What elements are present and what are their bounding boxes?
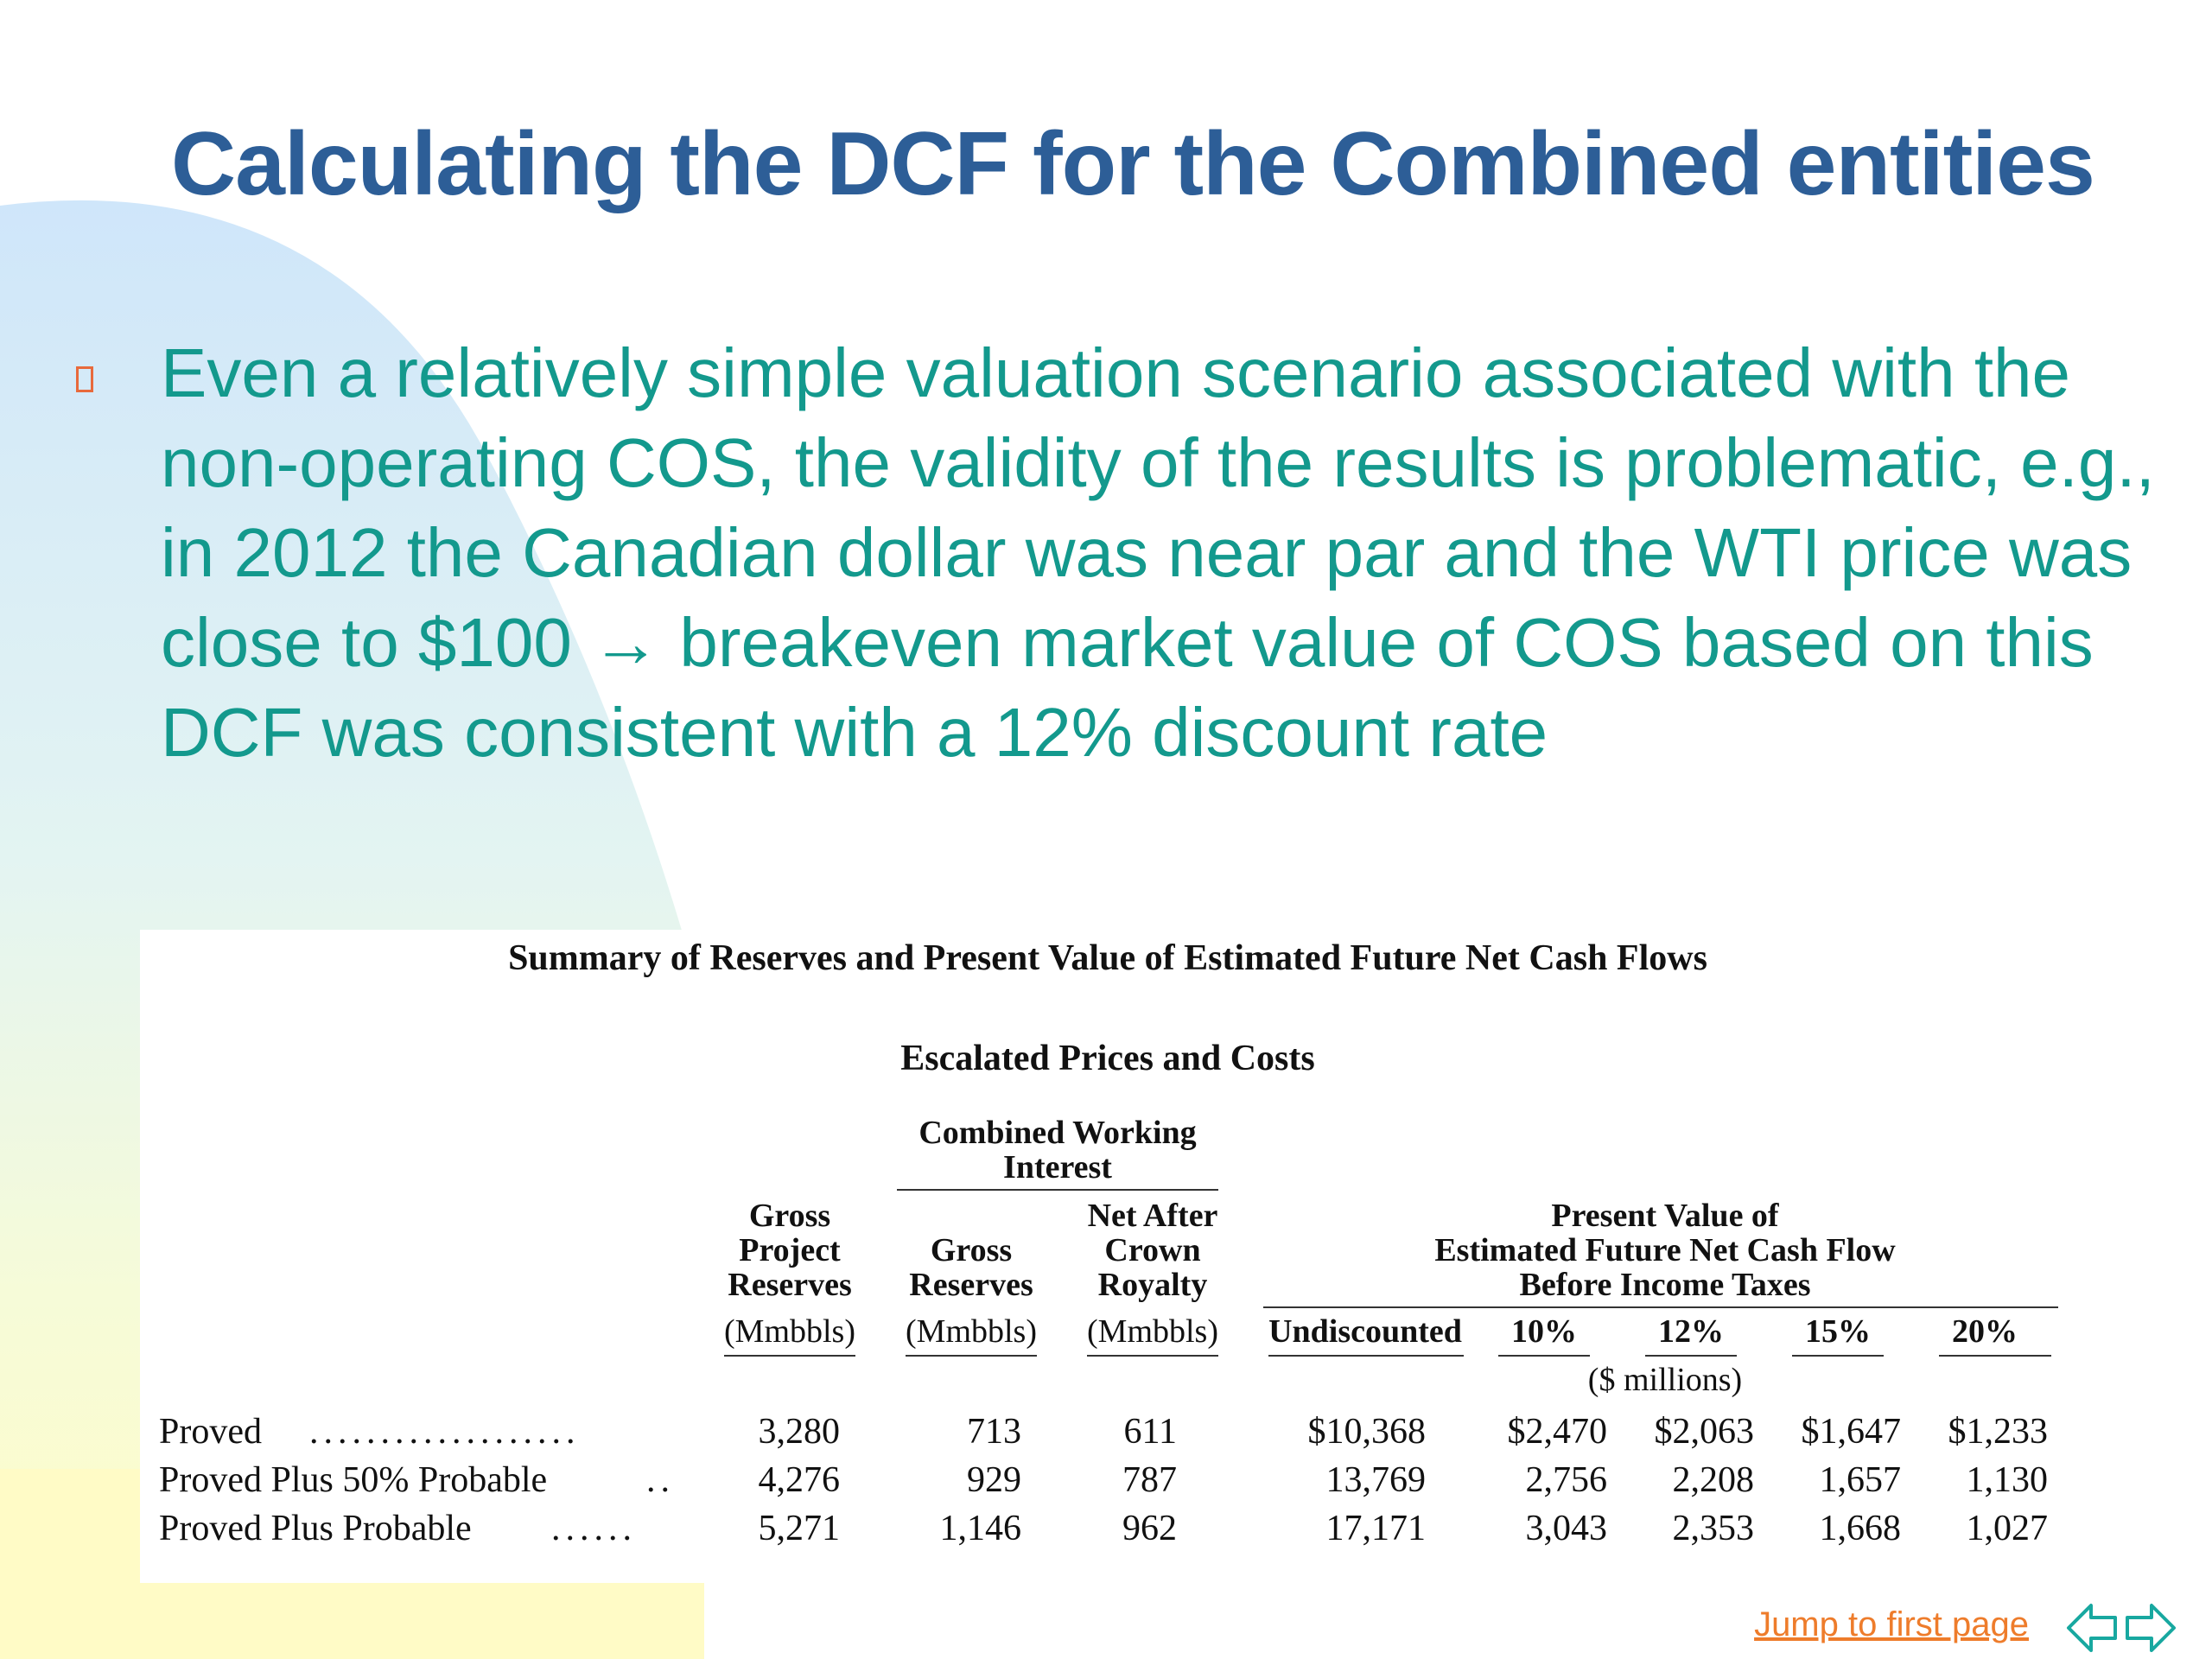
square-bullet-icon [76,366,93,392]
col-pv-10: 10% [1511,1313,1577,1350]
cell-pv-10: 2,756 [1525,1460,1608,1500]
cell-pv-15: 1,668 [1819,1509,1902,1548]
col-gross-project-line2: Project [739,1232,841,1268]
group-pv-line2: Estimated Future Net Cash Flow [1434,1232,1896,1268]
col-net-after-line1: Net After [1087,1198,1218,1234]
row-leader-dots: .. [646,1460,675,1500]
group-pv-line3: Before Income Taxes [1519,1267,1811,1303]
col-gross-project-line3: Reserves [728,1267,852,1303]
table-title: Summary of Reserves and Present Value of… [508,938,1707,978]
group-pv-rule [1263,1306,2058,1308]
rule-col-8 [1939,1355,2051,1357]
group-combined-line2: Interest [1003,1149,1112,1185]
cell-pv-20: 1,130 [1966,1460,2049,1500]
col-gross-project-line1: Gross [748,1198,831,1234]
cell-pv-10: $2,470 [1507,1412,1608,1452]
pv-units: ($ millions) [1587,1362,1743,1398]
row-leader-dots: ...... [551,1509,637,1548]
unit-net-after: (Mmbbls) [1087,1313,1218,1350]
rule-col-7 [1792,1355,1884,1357]
cell-net-after: 962 [1122,1509,1177,1548]
cell-pv-15: 1,657 [1819,1460,1902,1500]
cell-pv-12: 2,353 [1672,1509,1755,1548]
cell-gross-reserves: 929 [967,1460,1021,1500]
cell-net-after: 787 [1122,1460,1177,1500]
bullet-text: Even a relatively simple valuation scena… [161,334,2155,771]
rule-col-6 [1645,1355,1737,1357]
table-row-label: Proved Plus Probable [159,1509,472,1548]
rule-col-3 [1087,1355,1218,1357]
group-combined-line1: Combined Working [918,1115,1197,1151]
col-undiscounted: Undiscounted [1268,1313,1462,1350]
forward-arrow-icon[interactable] [2122,1600,2177,1656]
cell-pv-12: $2,063 [1654,1412,1755,1452]
cell-undiscounted: $10,368 [1307,1412,1427,1452]
col-pv-20: 20% [1952,1313,2018,1350]
table-subtitle: Escalated Prices and Costs [900,1039,1315,1078]
col-net-after-line3: Royalty [1097,1267,1208,1303]
slide-title: Calculating the DCF for the Combined ent… [171,114,2095,214]
col-gross-reserves-line1: Gross [930,1232,1013,1268]
cell-gross-reserves: 713 [967,1412,1021,1452]
reserves-table: Summary of Reserves and Present Value of… [140,930,2082,1583]
cell-gross-project: 5,271 [758,1509,841,1548]
rule-col-1 [724,1355,855,1357]
cell-pv-20: 1,027 [1966,1509,2049,1548]
cell-pv-12: 2,208 [1672,1460,1755,1500]
jump-to-first-page-link[interactable]: Jump to first page [1754,1605,2029,1643]
cell-pv-10: 3,043 [1525,1509,1608,1548]
cell-net-after: 611 [1123,1412,1177,1452]
cell-pv-15: $1,647 [1801,1412,1902,1452]
group-pv-line1: Present Value of [1551,1198,1779,1234]
col-gross-reserves-line2: Reserves [909,1267,1033,1303]
col-pv-15: 15% [1805,1313,1871,1350]
rule-col-5 [1498,1355,1590,1357]
cell-undiscounted: 17,171 [1325,1509,1427,1548]
group-combined-rule [897,1189,1218,1191]
cell-gross-project: 3,280 [758,1412,841,1452]
cell-undiscounted: 13,769 [1325,1460,1427,1500]
unit-gross-reserves: (Mmbbls) [906,1313,1037,1350]
rule-col-4 [1268,1355,1464,1357]
cell-gross-project: 4,276 [758,1460,841,1500]
table-row-label: Proved [159,1412,262,1452]
cell-gross-reserves: 1,146 [939,1509,1022,1548]
rule-col-2 [906,1355,1037,1357]
back-arrow-icon[interactable] [2065,1600,2120,1656]
col-pv-12: 12% [1658,1313,1724,1350]
cell-pv-20: $1,233 [1948,1412,2049,1452]
table-row-label: Proved Plus 50% Probable [159,1460,548,1500]
row-leader-dots: ................... [309,1412,581,1452]
col-net-after-line2: Crown [1104,1232,1201,1268]
unit-gross-project: (Mmbbls) [724,1313,855,1350]
